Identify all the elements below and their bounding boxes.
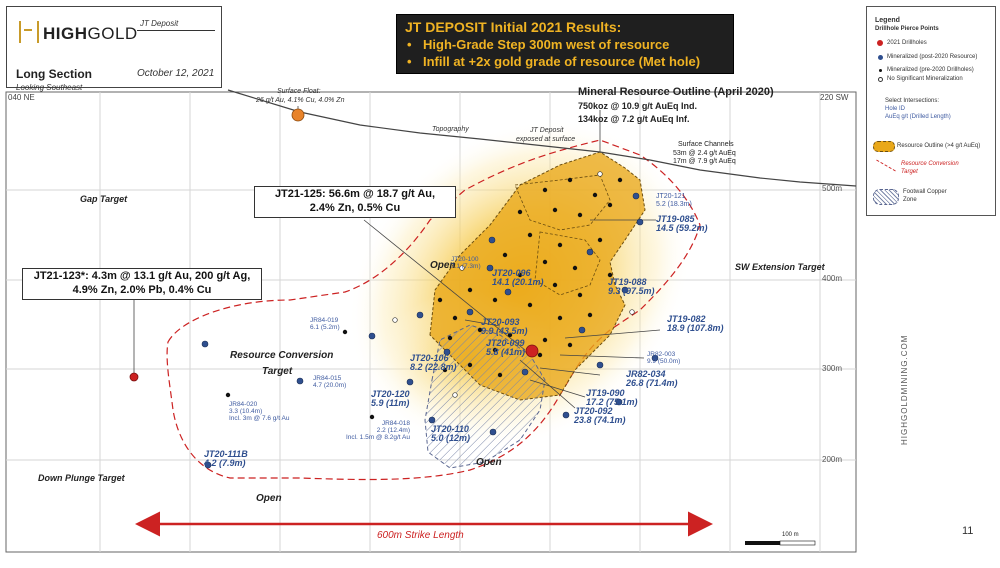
legend-select-title: Select Intersections:: [885, 98, 940, 104]
header-box: HIGHGOLD JT Deposit Long Section Looking…: [6, 6, 222, 92]
intercept-jr82-034: JR82-034 26.8 (71.4m): [626, 369, 678, 388]
surface-channels-title: Surface Channels: [678, 141, 734, 148]
jt-surface-label-1: JT Deposit: [530, 127, 564, 134]
legend-open-dot-icon: [878, 77, 883, 82]
orientation-left: 040 NE: [8, 93, 35, 102]
section-subtitle: Looking Southeast: [16, 83, 83, 92]
down-plunge-label: Down Plunge Target: [38, 473, 125, 483]
legend-resource-icon: [873, 141, 895, 152]
intercept-jt20-110: JT20-110 5.0 (12m): [431, 424, 471, 443]
resource-conversion-outline: [166, 139, 701, 481]
elevation-500: 500m: [822, 184, 843, 193]
surface-float-title: Surface Float:: [277, 88, 321, 95]
intercept-jt19-085: JT19-085 14.5 (59.2m): [656, 214, 708, 233]
legend-subtitle: Drillhole Pierce Points: [875, 26, 939, 32]
strike-length-label: 600m Strike Length: [377, 530, 464, 541]
surface-channels-1: 53m @ 2.4 g/t AuEq: [673, 150, 736, 157]
intercept-jt20-093: JT20-093 9.9 (43.5m): [481, 317, 528, 336]
legend-conversion-2: Target: [901, 169, 918, 175]
intercept-jt19-090: JT19-090 17.2 (75.1m): [586, 388, 638, 407]
intercept-jr84-020: JR84-020 3.3 (10.4m) Incl. 3m @ 7.6 g/t Au: [229, 401, 290, 422]
open-label-1: Open: [430, 260, 456, 271]
intercept-jt20-099: JT20-099 5.8 (41m): [486, 338, 526, 357]
topography-line: [227, 89, 857, 187]
open-label-2: Open: [476, 457, 502, 468]
section-title: Long Section: [16, 67, 92, 81]
deposit-label: JT Deposit: [140, 19, 179, 28]
sw-extension-label: SW Extension Target: [735, 262, 825, 272]
intercept-jt20-100: JT20-100 7.1 (7.3m): [451, 256, 481, 270]
intercept-jt20-092: JT20-092 23.8 (74.1m): [574, 406, 626, 425]
section-frame: [5, 91, 857, 553]
section-date: October 12, 2021: [137, 68, 215, 79]
drillhole-jt21-123: [129, 372, 139, 382]
pierce-points-post-2020: [201, 192, 659, 469]
surface-float-text: 26 g/t Au, 4.1% Cu, 4.0% Zn: [256, 97, 345, 104]
legend-conversion-1: Resource Conversion: [901, 161, 959, 167]
callout-jt21-123: JT21-123*: 4.3m @ 13.1 g/t Au, 200 g/t A…: [22, 268, 262, 300]
intercept-jt20-121: JT20-121 5.2 (18.3m): [656, 193, 692, 208]
legend-black-dot-icon: [879, 69, 882, 72]
intercept-jr82-003: JR82-003 9.9 (50.0m): [647, 351, 681, 365]
logo-icon: [19, 21, 39, 43]
elevation-300: 300m: [822, 364, 843, 373]
resource-conversion-label-1: Resource Conversion: [230, 350, 334, 361]
intercept-jt20-106: JT20-106 8.2 (22.8m): [410, 353, 457, 372]
gap-target-label: Gap Target: [80, 194, 128, 204]
jt-surface-label-2: exposed at surface: [516, 136, 576, 143]
intercept-jt20-111b: JT20-111B 4.2 (7.9m): [204, 449, 248, 468]
scale-label: 100 m: [782, 532, 799, 538]
legend-footwall-icon: [873, 189, 899, 205]
intercept-jt19-088: JT19-088 9.3 (97.5m): [608, 277, 655, 296]
legend-item-post-2020: Mineralized (post-2020 Resource): [887, 54, 978, 60]
topography-label: Topography: [432, 126, 469, 133]
resource-inferred: 134koz @ 7.2 g/t AuEq Inf.: [578, 114, 690, 124]
pierce-points-pre-2020: [225, 177, 623, 420]
leader-lines: [133, 106, 661, 409]
resource-indicated: 750koz @ 10.9 g/t AuEq Ind.: [578, 101, 697, 111]
orientation-right: 220 SW: [820, 93, 849, 102]
intercept-jt20-120: JT20-120 5.9 (11m): [371, 389, 410, 408]
elevation-200: 200m: [822, 455, 843, 464]
banner-bullet-1: • High-Grade Step 300m west of resource: [407, 37, 670, 52]
intercept-jr84-019: JR84-019 6.1 (5.2m): [310, 317, 340, 331]
surface-float-marker: [291, 108, 305, 122]
surface-channels-2: 17m @ 7.9 g/t AuEq: [673, 158, 736, 165]
legend-select-2: AuEq g/t (Drilled Length): [885, 114, 951, 120]
banner-bullet-2: • Infill at +2x gold grade of resource (M…: [407, 54, 701, 69]
intercept-jt19-082: JT19-082 18.9 (107.8m): [667, 314, 724, 333]
resource-outline-title: Mineral Resource Outline (April 2020): [578, 86, 774, 98]
legend-item-2021: 2021 Drillholes: [887, 40, 927, 46]
logo-text: HIGHGOLD: [43, 24, 138, 43]
intercept-jt20-096: JT20-096 14.1 (20.1m): [492, 268, 544, 287]
legend-footwall-1: Footwall Copper: [903, 189, 947, 195]
intercept-jr84-018: JR84-018 2.2 (12.4m) Incl. 1.5m @ 8.2g/t A…: [345, 420, 410, 441]
elevation-400: 400m: [822, 274, 843, 283]
legend-resource-label: Resource Outline (>4 g/t AuEq): [897, 143, 981, 149]
results-banner: JT DEPOSIT Initial 2021 Results: • High-G…: [396, 14, 734, 74]
legend-blue-dot-icon: [878, 55, 883, 60]
legend-item-pre-2020: Mineralized (pre-2020 Drillholes): [887, 67, 974, 73]
callout-jt21-125: JT21-125: 56.6m @ 18.7 g/t Au, 2.4% Zn, …: [254, 186, 456, 218]
page-number: 11: [962, 525, 974, 537]
legend-select-1: Hole ID: [885, 106, 906, 112]
banner-title: JT DEPOSIT Initial 2021 Results:: [405, 19, 622, 35]
footwall-copper-zone: [424, 324, 546, 469]
legend: Legend Drillhole Pierce Points 2021 Dril…: [866, 6, 996, 216]
legend-footwall-2: Zone: [903, 197, 917, 203]
drillhole-jt21-125: [525, 344, 539, 358]
resource-conversion-label-2: Target: [262, 366, 293, 377]
pierce-points-no-mineralization: [392, 171, 635, 398]
website-label: HIGHGOLDMINING.COM: [900, 334, 909, 445]
legend-title: Legend: [875, 17, 900, 24]
legend-conversion-icon: [876, 159, 896, 172]
legend-item-none: No Significant Mineralization: [887, 76, 963, 82]
legend-red-dot-icon: [877, 40, 883, 46]
intercept-jr84-015: JR84-015 4.7 (20.0m): [313, 375, 347, 389]
open-label-3: Open: [256, 493, 282, 504]
